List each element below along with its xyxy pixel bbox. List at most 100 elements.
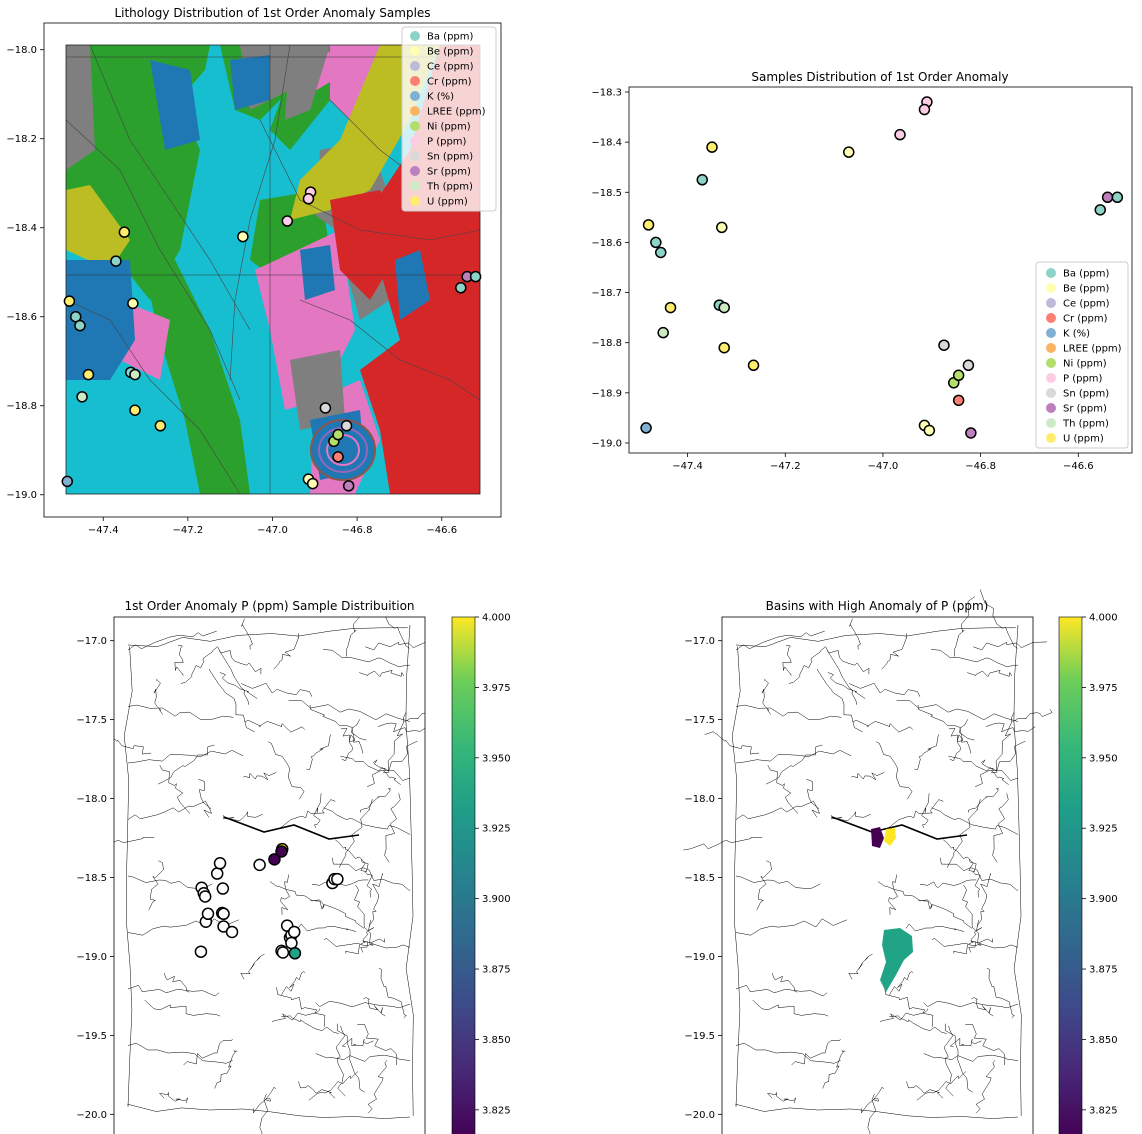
colorbar-tick-label: 3.950 — [1089, 753, 1118, 764]
legend-label: U (ppm) — [1063, 434, 1104, 445]
legend-label: Cr (ppm) — [427, 77, 472, 88]
sample-point — [918, 103, 931, 116]
sample-point — [201, 907, 215, 921]
legend-marker — [410, 106, 420, 116]
legend-label: Ce (ppm) — [1063, 299, 1110, 310]
sample-point — [275, 845, 288, 858]
y-tick-label: −18.0 — [6, 45, 37, 56]
legend-marker — [410, 166, 420, 176]
legend-marker — [410, 31, 420, 41]
panel-high-anomaly-basins: Basins with High Anomaly of P (ppm) −48.… — [683, 589, 1118, 1134]
sample-point — [657, 326, 669, 339]
legend-marker — [1046, 328, 1056, 338]
highlighted-basins — [871, 827, 913, 992]
sample-point — [118, 226, 131, 238]
sample-point — [332, 428, 344, 441]
sample-point — [154, 420, 167, 432]
legend-marker — [410, 136, 420, 146]
sample-point — [654, 246, 667, 259]
y-tick-label: −18.4 — [591, 138, 622, 149]
sample-point — [276, 946, 290, 959]
sample-point — [894, 128, 906, 141]
y-tick-label: −19.0 — [76, 952, 107, 963]
colorbar-tick-label: 3.850 — [1089, 1035, 1118, 1046]
sample-point — [718, 341, 730, 354]
x-tick-label: −46.8 — [342, 525, 373, 536]
x-tick-label: −47.2 — [173, 525, 204, 536]
sample-point — [923, 424, 936, 437]
legend-marker — [410, 46, 420, 56]
legend-marker — [1046, 403, 1056, 413]
y-tick-label: −18.5 — [684, 873, 715, 884]
axes-frame — [628, 86, 1133, 454]
chart-title: Basins with High Anomaly of P (ppm) — [766, 599, 989, 613]
legend-marker — [410, 181, 420, 191]
basin-boundaries — [683, 589, 1053, 1134]
colorbar-tick-label: 3.900 — [1089, 894, 1118, 905]
x-tick-label: −46.6 — [1063, 461, 1094, 472]
colorbar-tick-label: 3.825 — [482, 1105, 511, 1116]
legend-label: Sn (ppm) — [1063, 389, 1109, 400]
y-tick-label: −18.3 — [591, 88, 622, 99]
sample-point — [63, 295, 76, 307]
sample-point — [129, 368, 141, 381]
anomaly-basin — [884, 828, 896, 846]
y-tick-label: −18.8 — [591, 338, 622, 349]
legend-marker — [1046, 418, 1056, 428]
y-tick-label: −17.5 — [76, 715, 107, 726]
y-tick-label: −19.0 — [6, 490, 37, 501]
y-tick-label: −18.2 — [6, 134, 37, 145]
sample-point — [237, 230, 249, 243]
sample-point — [268, 853, 281, 866]
sample-point — [253, 858, 266, 872]
axis-ticks-panel3: −48.00−47.75−47.50−47.25−47.00−46.75−46.… — [76, 636, 114, 1121]
sample-point — [217, 907, 230, 921]
sample-points-panel3 — [194, 842, 344, 960]
sample-point — [76, 391, 88, 403]
legend-panel1: Ba (ppm) Be (ppm) Ce (ppm) Cr (ppm) K (%) LRE… — [401, 26, 497, 212]
legend-label: Sn (ppm) — [427, 152, 473, 163]
panel-samples-distribution: Samples Distribution of 1st Order Anomal… — [591, 70, 1133, 472]
legend-marker — [1046, 358, 1056, 368]
legend-label: K (%) — [427, 92, 454, 103]
drainage-basins-panel4 — [683, 589, 1053, 1134]
legend-marker — [1046, 283, 1056, 293]
legend-marker — [1046, 373, 1056, 383]
colorbar-tick-label: 3.825 — [1089, 1105, 1118, 1116]
legend-label: LREE (ppm) — [427, 107, 486, 118]
colorbar-tick-label: 3.900 — [482, 894, 511, 905]
sample-point — [747, 359, 760, 372]
axis-ticks-panel4: −48.00−47.75−47.50−47.25−47.00−46.75−46.… — [684, 636, 722, 1121]
legend-label: Ni (ppm) — [427, 122, 471, 133]
sample-point — [110, 255, 122, 267]
sample-point — [706, 141, 718, 153]
y-tick-label: −19.0 — [591, 438, 622, 449]
x-tick-label: −47.2 — [770, 461, 801, 472]
legend-label: P (ppm) — [1063, 374, 1103, 385]
sample-point — [340, 420, 353, 432]
sample-point — [642, 219, 655, 231]
sample-point — [281, 215, 294, 227]
y-tick-label: −18.7 — [591, 288, 622, 299]
legend-label: Be (ppm) — [1063, 284, 1110, 295]
colorbar — [451, 616, 476, 1134]
sample-point — [213, 857, 227, 870]
legend-label: Ba (ppm) — [1063, 269, 1110, 280]
y-tick-label: −18.5 — [591, 188, 622, 199]
y-tick-label: −20.0 — [684, 1110, 715, 1121]
colorbar-tick-label: 3.975 — [482, 683, 511, 694]
legend-label: Ce (ppm) — [427, 62, 474, 73]
sample-point — [288, 947, 302, 960]
legend-label: Cr (ppm) — [1063, 314, 1108, 325]
sample-points-panel2 — [640, 96, 1124, 439]
legend-label: Th (ppm) — [426, 182, 473, 193]
sample-points-panel1 — [61, 186, 482, 492]
legend-marker — [1046, 388, 1056, 398]
axes-frame — [113, 616, 426, 1134]
legend-label: Ba (ppm) — [427, 32, 474, 43]
sample-point — [74, 319, 86, 332]
colorbar-tick-label: 3.925 — [1089, 824, 1118, 835]
sample-point — [696, 174, 709, 186]
y-tick-label: −18.0 — [684, 794, 715, 805]
colorbar-tick-label: 3.950 — [482, 753, 511, 764]
